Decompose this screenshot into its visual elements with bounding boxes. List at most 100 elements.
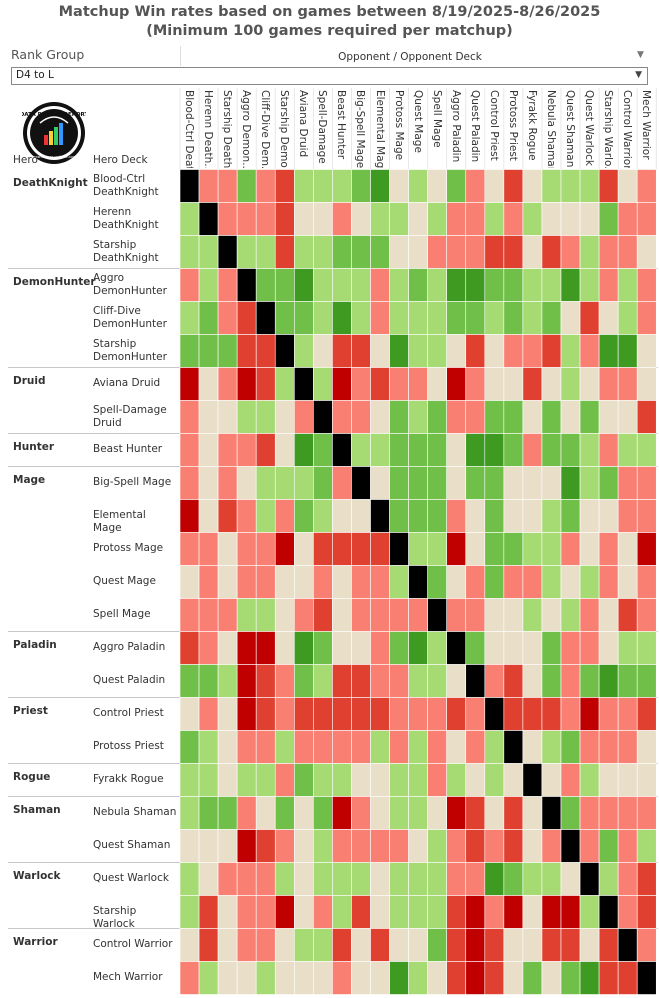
heatmap-cell[interactable] (389, 961, 409, 995)
heatmap-cell[interactable] (313, 961, 333, 995)
heatmap-cell[interactable] (503, 664, 524, 698)
heatmap-cell[interactable] (579, 565, 600, 599)
heatmap-cell[interactable] (217, 631, 238, 665)
heatmap-cell[interactable] (598, 862, 619, 896)
heatmap-cell[interactable] (179, 862, 200, 896)
heatmap-cell[interactable] (484, 829, 505, 863)
heatmap-cell[interactable] (560, 235, 581, 269)
heatmap-cell[interactable] (484, 862, 505, 896)
heatmap-cell[interactable] (198, 235, 219, 269)
heatmap-cell[interactable] (579, 433, 600, 467)
heatmap-cell[interactable] (484, 400, 505, 434)
heatmap-cell[interactable] (255, 664, 276, 698)
heatmap-cell[interactable] (427, 466, 447, 500)
heatmap-cell[interactable] (541, 961, 562, 995)
heatmap-cell[interactable] (560, 763, 581, 797)
heatmap-cell[interactable] (293, 961, 314, 995)
heatmap-cell[interactable] (541, 697, 562, 731)
heatmap-cell[interactable] (579, 862, 600, 896)
heatmap-cell[interactable] (255, 730, 276, 764)
heatmap-cell[interactable] (617, 169, 638, 203)
heatmap-cell[interactable] (503, 532, 524, 566)
heatmap-cell[interactable] (179, 268, 200, 302)
heatmap-cell[interactable] (522, 268, 543, 302)
heatmap-cell[interactable] (217, 532, 238, 566)
heatmap-cell[interactable] (636, 499, 657, 533)
heatmap-cell[interactable] (351, 202, 371, 236)
heatmap-cell[interactable] (503, 169, 524, 203)
heatmap-cell[interactable] (465, 664, 486, 698)
heatmap-cell[interactable] (255, 268, 276, 302)
heatmap-cell[interactable] (503, 961, 524, 995)
heatmap-cell[interactable] (236, 301, 257, 335)
heatmap-cell[interactable] (446, 169, 467, 203)
heatmap-cell[interactable] (427, 235, 447, 269)
heatmap-cell[interactable] (332, 631, 352, 665)
heatmap-cell[interactable] (236, 169, 257, 203)
heatmap-cell[interactable] (236, 895, 257, 929)
heatmap-cell[interactable] (560, 796, 581, 830)
heatmap-cell[interactable] (293, 829, 314, 863)
heatmap-cell[interactable] (217, 400, 238, 434)
heatmap-cell[interactable] (446, 895, 467, 929)
heatmap-cell[interactable] (598, 763, 619, 797)
heatmap-cell[interactable] (389, 235, 409, 269)
heatmap-cell[interactable] (503, 697, 524, 731)
heatmap-cell[interactable] (484, 169, 505, 203)
heatmap-cell[interactable] (255, 697, 276, 731)
heatmap-cell[interactable] (313, 301, 333, 335)
heatmap-cell[interactable] (389, 631, 409, 665)
heatmap-cell[interactable] (427, 334, 447, 368)
heatmap-cell[interactable] (179, 928, 200, 962)
heatmap-cell[interactable] (332, 169, 352, 203)
heatmap-cell[interactable] (617, 400, 638, 434)
heatmap-cell[interactable] (313, 400, 333, 434)
heatmap-cell[interactable] (255, 367, 276, 401)
heatmap-cell[interactable] (293, 400, 314, 434)
heatmap-cell[interactable] (522, 532, 543, 566)
heatmap-cell[interactable] (370, 796, 390, 830)
heatmap-cell[interactable] (332, 664, 352, 698)
heatmap-cell[interactable] (579, 400, 600, 434)
heatmap-cell[interactable] (503, 829, 524, 863)
heatmap-cell[interactable] (255, 763, 276, 797)
heatmap-cell[interactable] (484, 598, 505, 632)
heatmap-cell[interactable] (560, 466, 581, 500)
heatmap-cell[interactable] (560, 664, 581, 698)
heatmap-cell[interactable] (236, 598, 257, 632)
heatmap-cell[interactable] (198, 796, 219, 830)
heatmap-cell[interactable] (560, 499, 581, 533)
heatmap-cell[interactable] (293, 697, 314, 731)
heatmap-cell[interactable] (427, 928, 447, 962)
heatmap-cell[interactable] (617, 466, 638, 500)
heatmap-cell[interactable] (293, 730, 314, 764)
heatmap-cell[interactable] (370, 598, 390, 632)
heatmap-cell[interactable] (313, 697, 333, 731)
heatmap-cell[interactable] (560, 697, 581, 731)
heatmap-cell[interactable] (522, 301, 543, 335)
heatmap-cell[interactable] (351, 829, 371, 863)
heatmap-cell[interactable] (560, 268, 581, 302)
heatmap-cell[interactable] (541, 598, 562, 632)
heatmap-cell[interactable] (636, 532, 657, 566)
heatmap-cell[interactable] (427, 697, 447, 731)
heatmap-cell[interactable] (636, 895, 657, 929)
heatmap-cell[interactable] (522, 631, 543, 665)
heatmap-cell[interactable] (274, 433, 295, 467)
heatmap-cell[interactable] (465, 961, 486, 995)
heatmap-cell[interactable] (484, 367, 505, 401)
heatmap-cell[interactable] (503, 796, 524, 830)
heatmap-cell[interactable] (217, 268, 238, 302)
heatmap-cell[interactable] (446, 433, 467, 467)
heatmap-cell[interactable] (579, 334, 600, 368)
heatmap-cell[interactable] (293, 301, 314, 335)
heatmap-cell[interactable] (370, 367, 390, 401)
heatmap-cell[interactable] (617, 499, 638, 533)
heatmap-cell[interactable] (179, 631, 200, 665)
heatmap-cell[interactable] (198, 664, 219, 698)
heatmap-cell[interactable] (560, 565, 581, 599)
heatmap-cell[interactable] (560, 367, 581, 401)
heatmap-cell[interactable] (579, 895, 600, 929)
heatmap-cell[interactable] (522, 235, 543, 269)
heatmap-cell[interactable] (484, 763, 505, 797)
